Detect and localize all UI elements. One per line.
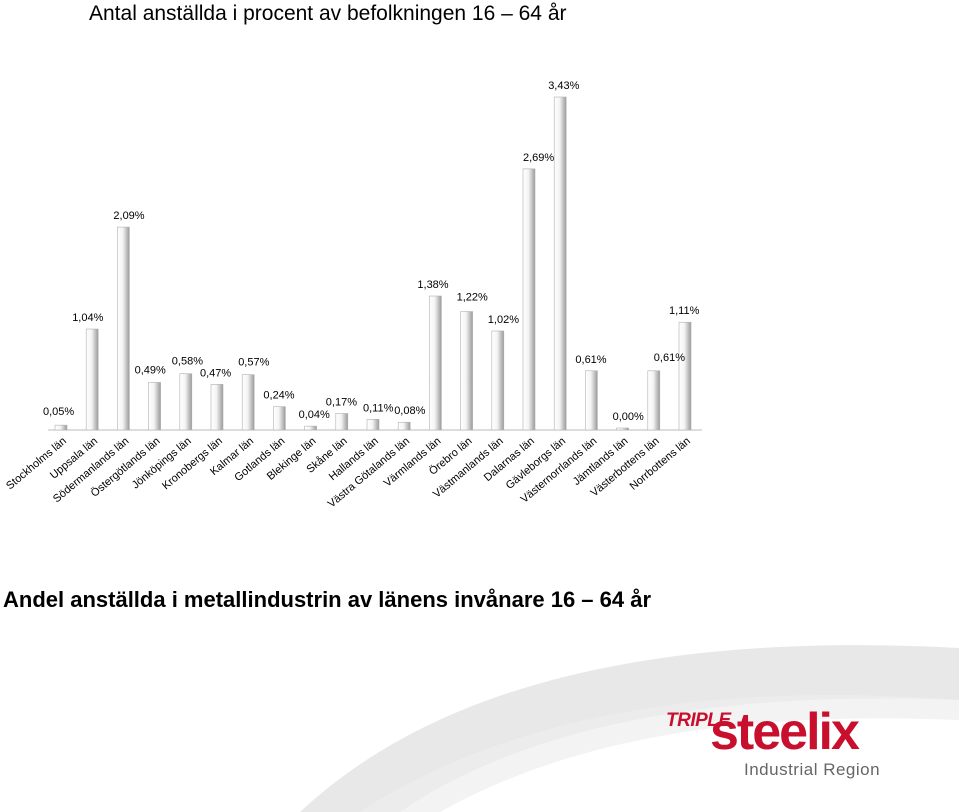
bar-12 [397,421,411,431]
bar-chart: 0,05% 1,04% 2,09% 0,49% 0,58%0,47% 0,57% 0,24%… [4,80,702,510]
bar-14 [460,311,473,431]
bar-4 [148,382,161,431]
value-label-15: 1,02% [488,314,519,326]
bar-2 [85,328,99,431]
bar-19 [616,427,629,431]
value-label-21: 1,11% [669,305,700,317]
bar-16 [522,168,536,431]
bar-6 [210,384,224,431]
value-label-18: 0,61% [575,354,606,366]
value-label-10: 0,17% [326,396,357,408]
value-label-20: 0,61% [654,352,685,364]
value-label-17: 3,43% [548,80,579,92]
bar-11 [366,419,380,431]
logo-tagline: Industrial Region [744,760,881,779]
bar-7 [241,374,255,431]
logo-steelix-text: steelix [710,703,860,761]
value-label-8: 0,24% [263,390,294,402]
value-label-11: 0,11% [363,402,394,414]
bar-1 [54,424,68,431]
bar-13 [429,295,442,431]
value-label-14: 1,22% [457,292,488,304]
value-label-7: 0,57% [238,357,269,369]
value-label-19: 0,00% [613,411,644,423]
triple-steelix-logo: TRIPLE steelix Industrial Region [660,702,920,792]
bar-20 [647,370,661,431]
bar-15 [491,330,505,431]
value-label-12: 0,08% [394,405,425,417]
value-label-9: 0,04% [299,409,330,421]
value-label-13: 1,38% [417,279,448,291]
bar-10 [335,413,349,431]
bar-8 [273,406,286,431]
value-label-6: 0,47% [200,367,231,379]
value-label-5: 0,58% [172,356,203,368]
value-label-4: 0,49% [135,364,166,376]
value-label-1: 0,05% [43,406,74,418]
value-label-3: 2,09% [113,210,144,222]
value-label-16: 2,69% [523,152,554,164]
bar-21 [678,321,692,431]
chart-title: Antal anställda i procent av befolkninge… [89,2,567,25]
bar-17 [553,96,567,431]
bar-9 [304,425,317,431]
subtitle: Andel anställda i metallindustrin av län… [3,587,652,612]
logo-triple-text: TRIPLE [666,710,731,731]
bar-3 [117,226,130,431]
bar-18 [585,370,598,431]
bar-5 [179,373,193,431]
value-label-2: 1,04% [72,312,103,324]
